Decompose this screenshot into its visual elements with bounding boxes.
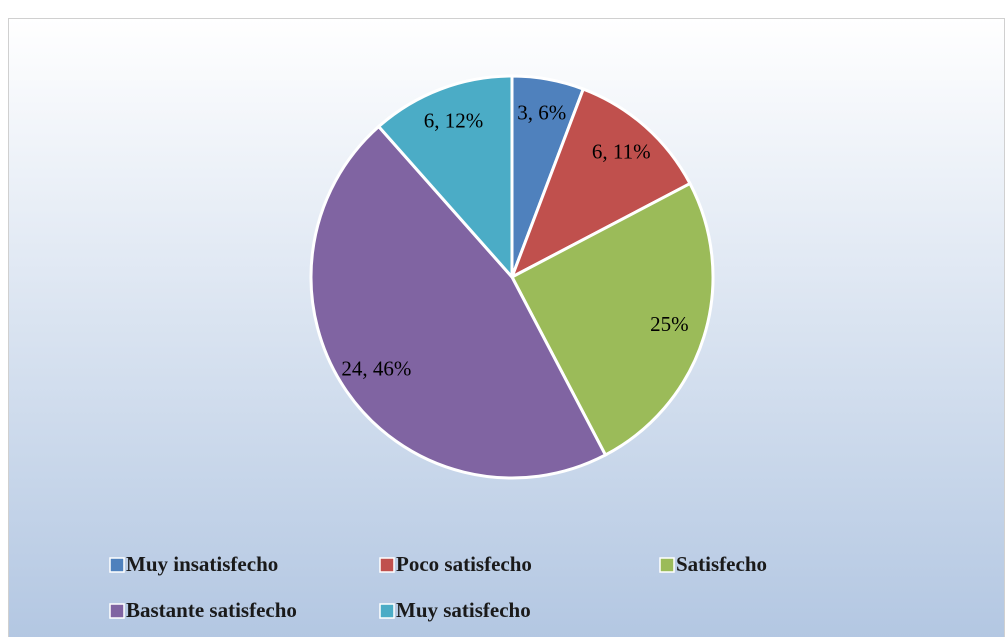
legend-label: Poco satisfecho [396, 552, 532, 576]
legend-swatch [109, 557, 125, 573]
legend-label: Bastante satisfecho [126, 598, 297, 622]
legend: Muy insatisfecho Poco satisfecho Satisfech… [109, 552, 767, 622]
data-label: 25% [650, 312, 689, 336]
data-label: 3, 6% [517, 101, 566, 125]
legend-swatch [659, 557, 675, 573]
pie: 3, 6% 6, 11% 25% 24, 46% 6, 12% [309, 74, 715, 480]
pie-slice [376, 74, 514, 281]
legend-label: Satisfecho [676, 552, 767, 576]
legend-swatch [379, 557, 395, 573]
legend-swatch [109, 603, 125, 619]
data-label: 6, 12% [424, 109, 484, 133]
legend-swatch [379, 603, 395, 619]
pie-slice [509, 87, 693, 281]
pie-slice [509, 181, 715, 458]
data-label: 6, 11% [592, 139, 651, 163]
data-label: 24, 46% [341, 356, 411, 380]
legend-label: Muy insatisfecho [126, 552, 278, 576]
legend-label: Muy satisfecho [396, 598, 531, 622]
pie-slice [309, 124, 608, 480]
